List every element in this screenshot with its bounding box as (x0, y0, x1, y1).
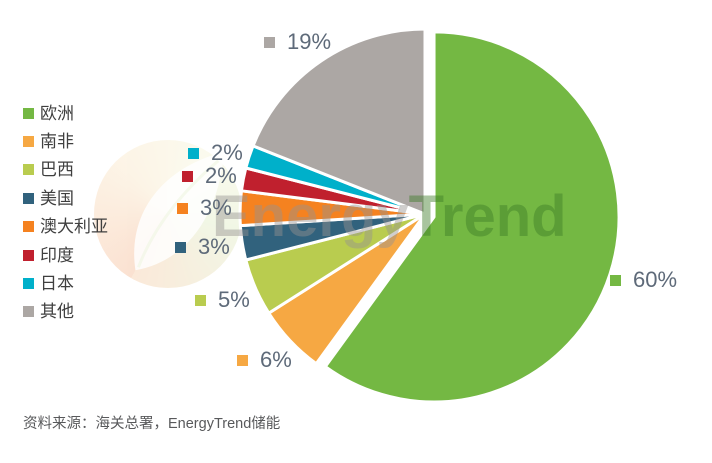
legend-item-south-africa: 南非 (23, 127, 108, 155)
data-label-australia: 3% (177, 195, 232, 220)
label-value-australia: 3% (200, 195, 232, 220)
label-value-south-africa: 6% (260, 347, 292, 372)
legend-marker-india (23, 249, 34, 261)
legend-label-europe: 欧洲 (40, 103, 74, 123)
label-marker-india (182, 170, 193, 182)
legend-marker-south-africa (23, 136, 34, 148)
label-marker-europe (610, 274, 621, 286)
legend-label-others: 其他 (40, 302, 74, 322)
legend-label-usa: 美国 (40, 188, 74, 208)
data-label-others: 19% (264, 29, 332, 54)
legend-marker-brazil (23, 164, 34, 176)
legend-item-japan: 日本 (23, 269, 108, 297)
legend-item-europe: 欧洲 (23, 99, 108, 127)
data-label-japan: 2% (188, 140, 243, 165)
legend-item-australia: 澳大利亚 (23, 213, 108, 241)
label-marker-usa (175, 241, 186, 253)
legend-item-others: 其他 (23, 298, 108, 326)
data-label-brazil: 5% (195, 287, 250, 312)
label-marker-australia (177, 202, 188, 214)
legend-marker-usa (23, 192, 34, 204)
legend-item-usa: 美国 (23, 184, 108, 212)
legend-label-india: 印度 (40, 245, 74, 265)
label-value-japan: 2% (211, 140, 243, 165)
data-label-europe: 60% (610, 267, 678, 292)
legend-item-india: 印度 (23, 241, 108, 269)
label-marker-south-africa (237, 354, 248, 366)
legend: 欧洲 南非 巴西 美国 澳大利亚 印度 日本 其他 (23, 99, 108, 326)
legend-marker-australia (23, 221, 34, 233)
source-note: 资料来源：海关总署，EnergyTrend储能 (23, 416, 281, 432)
label-marker-others (264, 36, 275, 48)
legend-marker-europe (23, 107, 34, 119)
legend-label-australia: 澳大利亚 (40, 217, 108, 237)
legend-marker-others (23, 306, 34, 318)
pie-slice-欧洲 (323, 30, 621, 404)
pie-slice-其他 (251, 27, 427, 216)
label-value-others: 19% (287, 29, 332, 54)
label-value-india: 2% (205, 163, 237, 188)
label-value-europe: 60% (633, 267, 678, 292)
label-marker-japan (188, 147, 199, 159)
data-label-south-africa: 6% (237, 347, 292, 372)
legend-label-south-africa: 南非 (40, 132, 74, 152)
data-label-india: 2% (182, 163, 237, 188)
label-value-brazil: 5% (218, 287, 250, 312)
legend-label-japan: 日本 (40, 274, 74, 294)
legend-label-brazil: 巴西 (40, 160, 74, 180)
label-value-usa: 3% (198, 234, 230, 259)
data-label-usa: 3% (175, 234, 230, 259)
legend-marker-japan (23, 278, 34, 290)
label-marker-brazil (195, 294, 206, 306)
legend-item-brazil: 巴西 (23, 156, 108, 184)
